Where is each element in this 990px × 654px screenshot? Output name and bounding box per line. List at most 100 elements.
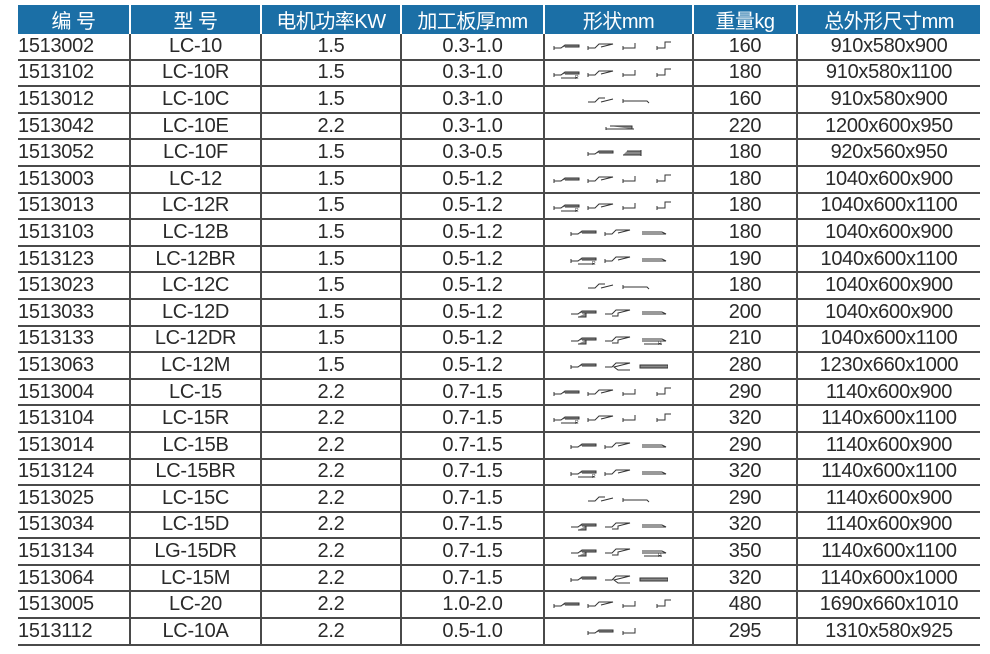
cell-code: 1513014 xyxy=(18,431,130,460)
shape-hem-icon xyxy=(551,35,585,57)
cell-shape: R xyxy=(543,405,693,433)
cell-size: 1040x600x900 xyxy=(796,272,980,300)
cell-shape xyxy=(543,352,693,380)
shape-hem-r-icon: R xyxy=(551,194,585,216)
cell-thickness: 0.7-1.5 xyxy=(400,511,544,540)
cell-power: 1.5 xyxy=(260,34,401,61)
svg-text:R: R xyxy=(592,474,596,479)
cell-size: 910x580x1100 xyxy=(796,59,980,88)
cell-size: 1140x600x900 xyxy=(796,511,980,540)
shape-teardrop-icon xyxy=(636,221,670,243)
cell-weight: 220 xyxy=(692,112,797,141)
cell-thickness: 0.5-1.2 xyxy=(400,298,544,327)
cell-weight: 200 xyxy=(692,298,797,327)
header-weight: 重量kg xyxy=(692,5,797,34)
shape-zflange-d-icon xyxy=(602,513,636,535)
cell-thickness: 0.5-1.2 xyxy=(400,352,544,380)
cell-model: LC-12M xyxy=(129,352,261,380)
cell-code: 1513133 xyxy=(18,325,130,354)
cell-thickness: 0.5-1.2 xyxy=(400,219,544,247)
cell-thickness: 1.0-2.0 xyxy=(400,591,544,620)
cell-power: 2.2 xyxy=(260,485,401,513)
cell-power: 2.2 xyxy=(260,618,401,646)
shape-step-icon xyxy=(653,407,687,429)
cell-model: LC-15R xyxy=(129,405,261,433)
shape-zflange-open-icon xyxy=(585,88,619,110)
cell-code: 1513104 xyxy=(18,405,130,433)
shape-zflange-d-icon xyxy=(602,327,636,349)
cell-thickness: 0.5-1.2 xyxy=(400,192,544,221)
cell-model: LC-20 xyxy=(129,591,261,620)
cell-thickness: 0.7-1.5 xyxy=(400,378,544,407)
cell-shape: R xyxy=(543,325,693,354)
shape-flat-hem-icon xyxy=(602,115,636,137)
table-row: 1513013 LC-12R 1.5 0.5-1.2 R 180 1040x600x1100 xyxy=(18,192,980,221)
cell-shape xyxy=(543,511,693,540)
cell-size: 1200x600x950 xyxy=(796,112,980,141)
shape-step-icon xyxy=(653,593,687,615)
cell-size: 1040x600x1100 xyxy=(796,325,980,354)
cell-power: 1.5 xyxy=(260,352,401,380)
cell-size: 1140x600x1100 xyxy=(796,458,980,487)
table-row: 1513004 LC-15 2.2 0.7-1.5 290 1140x600x900 xyxy=(18,378,980,407)
cell-weight: 160 xyxy=(692,86,797,114)
shape-line-icon xyxy=(619,487,653,509)
table-row: 1513123 LC-12BR 1.5 0.5-1.2 R 190 1040x600x110… xyxy=(18,245,980,274)
cell-power: 2.2 xyxy=(260,511,401,540)
cell-code: 1513025 xyxy=(18,485,130,513)
cell-weight: 180 xyxy=(692,192,797,221)
cell-size: 1040x600x1100 xyxy=(796,192,980,221)
shape-zflange-s-icon xyxy=(602,567,636,589)
shape-hem-icon xyxy=(551,593,585,615)
table-row: 1513033 LC-12D 1.5 0.5-1.2 200 1040x600x900 xyxy=(18,298,980,327)
cell-code: 1513002 xyxy=(18,34,130,61)
cell-weight: 280 xyxy=(692,352,797,380)
shape-hem-d-icon xyxy=(568,513,602,535)
cell-weight: 295 xyxy=(692,618,797,646)
shape-hem-icon xyxy=(568,221,602,243)
cell-code: 1513102 xyxy=(18,59,130,88)
cell-thickness: 0.5-1.2 xyxy=(400,325,544,354)
shape-zflange-icon xyxy=(602,248,636,270)
cell-code: 1513034 xyxy=(18,511,130,540)
cell-model: LC-12DR xyxy=(129,325,261,354)
cell-model: LC-10A xyxy=(129,618,261,646)
cell-weight: 160 xyxy=(692,34,797,61)
cell-code: 1513012 xyxy=(18,86,130,114)
cell-power: 2.2 xyxy=(260,405,401,433)
cell-size: 1140x600x1100 xyxy=(796,405,980,433)
header-thickness: 加工板厚mm xyxy=(400,5,544,34)
cell-size: 920x560x950 xyxy=(796,139,980,167)
shape-line-icon xyxy=(619,88,653,110)
cell-size: 1140x600x900 xyxy=(796,431,980,460)
cell-shape xyxy=(543,591,693,620)
cell-size: 1040x600x900 xyxy=(796,298,980,327)
cell-shape xyxy=(543,219,693,247)
table-row: 1513133 LC-12DR 1.5 0.5-1.2 R 210 1040x600x110… xyxy=(18,325,980,354)
shape-zflange-open-icon xyxy=(585,274,619,296)
shape-zflange-icon xyxy=(602,434,636,456)
header-size: 总外形尺寸mm xyxy=(796,5,980,34)
cell-shape xyxy=(543,272,693,300)
shape-step-icon xyxy=(653,194,687,216)
cell-shape: R xyxy=(543,245,693,274)
cell-weight: 290 xyxy=(692,431,797,460)
cell-code: 1513124 xyxy=(18,458,130,487)
cell-model: LC-15C xyxy=(129,485,261,513)
shape-zflange-icon xyxy=(585,35,619,57)
cell-thickness: 0.3-1.0 xyxy=(400,86,544,114)
cell-power: 1.5 xyxy=(260,325,401,354)
cell-power: 1.5 xyxy=(260,298,401,327)
cell-thickness: 0.7-1.5 xyxy=(400,405,544,433)
cell-code: 1513064 xyxy=(18,564,130,593)
shape-hem-icon xyxy=(568,434,602,456)
shape-teardrop-icon xyxy=(636,460,670,482)
shape-zflange-icon xyxy=(585,61,619,83)
cell-weight: 320 xyxy=(692,511,797,540)
table-row: 1513042 LC-10E 2.2 0.3-1.0 220 1200x600x950 xyxy=(18,112,980,141)
shape-line-icon xyxy=(619,274,653,296)
cell-weight: 290 xyxy=(692,485,797,513)
shape-zflange-open-icon xyxy=(585,487,619,509)
cell-power: 2.2 xyxy=(260,378,401,407)
cell-size: 1140x600x900 xyxy=(796,485,980,513)
